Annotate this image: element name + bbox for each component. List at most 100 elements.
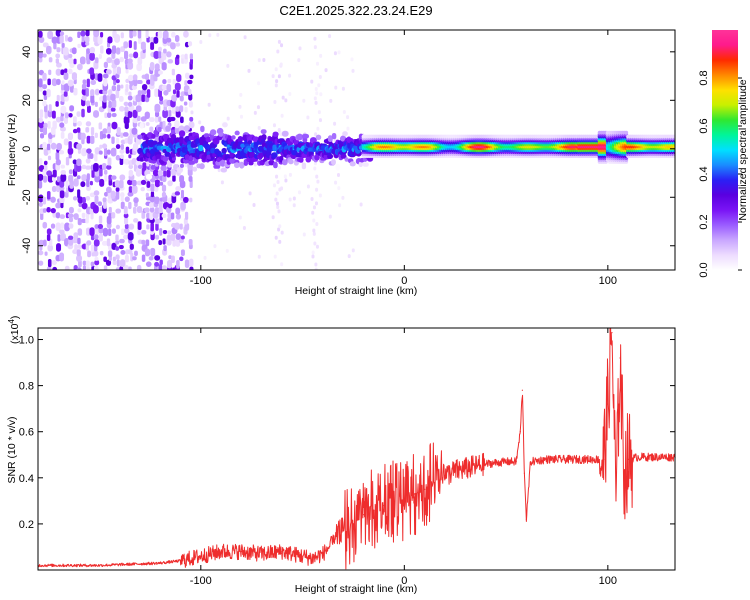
spectrogram-cell xyxy=(152,169,159,177)
spectrogram-cell xyxy=(120,143,124,150)
spectrogram-cell xyxy=(247,68,251,73)
spectrogram-cell xyxy=(189,58,194,65)
spectrogram-cell xyxy=(73,232,79,242)
spectrogram-cell xyxy=(59,252,65,262)
spectrogram-cell xyxy=(60,105,67,114)
spectrogram-cell xyxy=(144,111,150,120)
spectrogram-cell xyxy=(86,148,92,154)
spectrogram-cell xyxy=(297,58,301,63)
spectrogram-cell xyxy=(61,83,65,91)
spectrogram-cell xyxy=(46,45,52,55)
spectrogram-cell xyxy=(94,132,98,138)
spectrogram-cell xyxy=(97,35,103,45)
spectrogram-cell xyxy=(111,99,117,109)
spectrogram-cell xyxy=(298,156,304,163)
spectrogram-cell xyxy=(180,91,186,97)
spectrogram-cell xyxy=(315,174,319,179)
spectrogram-y-tick-label: 20 xyxy=(21,94,33,106)
spectrogram-cell xyxy=(38,173,44,181)
spectrogram-x-tick-label: 100 xyxy=(599,275,617,287)
spectrogram-x-tick-label: -100 xyxy=(190,275,212,287)
snr-data-point xyxy=(424,488,426,490)
spectrogram-cell xyxy=(81,95,87,101)
spectrogram-cell xyxy=(276,179,280,184)
spectrogram-cell xyxy=(199,39,203,44)
spectrogram-cell xyxy=(346,115,350,120)
spectrogram-cell xyxy=(104,175,108,182)
spectrogram-cell xyxy=(108,212,112,219)
spectrogram-cell xyxy=(77,244,83,249)
spectrogram-cell xyxy=(63,72,69,80)
spectrogram-cell xyxy=(248,191,252,196)
spectrogram-cell xyxy=(174,222,181,230)
chart-title: C2E1.2025.322.23.24.E29 xyxy=(279,3,432,18)
spectrogram-cell xyxy=(257,254,261,259)
spectrogram-cell xyxy=(284,98,288,103)
spectrogram-cell xyxy=(175,233,182,240)
spectrogram-cell xyxy=(116,84,121,92)
spectrogram-cell xyxy=(189,197,193,203)
spectrogram-cell xyxy=(314,262,318,267)
spectrogram-cell xyxy=(60,69,65,76)
spectrogram-cell xyxy=(277,227,281,232)
snr-data-point xyxy=(515,461,517,463)
spectrogram-cell xyxy=(154,88,159,98)
spectrogram-cell xyxy=(128,266,132,270)
spectrogram-cell xyxy=(174,191,181,196)
spectrogram-cell xyxy=(188,121,195,129)
spectrogram-cell xyxy=(55,100,59,107)
spectrogram-cell xyxy=(56,78,61,86)
spectrogram-cell xyxy=(280,230,284,235)
spectrogram-cell xyxy=(283,174,287,179)
spectrogram-cell xyxy=(38,202,43,207)
spectrogram-cell xyxy=(124,223,129,229)
spectrogram-cell xyxy=(67,79,74,87)
spectrogram-cell xyxy=(188,101,193,108)
spectrogram-cell xyxy=(249,151,255,159)
spectrogram-cell xyxy=(170,255,175,263)
spectrogram-cell xyxy=(85,121,92,127)
spectrogram-cell xyxy=(311,210,315,215)
spectrogram-cell xyxy=(131,185,138,194)
spectrogram-cell xyxy=(165,37,172,43)
spectrogram-cell xyxy=(100,45,104,54)
spectrogram-cell xyxy=(131,158,137,165)
spectrogram-cell xyxy=(170,168,177,176)
spectrogram-cell xyxy=(85,88,89,97)
spectrogram-cell xyxy=(103,191,109,197)
spectrogram-cell xyxy=(100,31,104,38)
colorbar-tick-label: 0.6 xyxy=(698,118,710,133)
spectrogram-cell xyxy=(170,233,176,241)
spectrogram-cell xyxy=(115,234,119,241)
spectrogram-cell xyxy=(98,122,103,130)
spectrogram-cell xyxy=(280,113,284,118)
spectrogram-cell xyxy=(301,162,307,170)
spectrogram-cell xyxy=(174,120,180,129)
spectrogram-cell xyxy=(103,73,109,79)
spectrogram-cell xyxy=(139,122,144,129)
spectrogram-cell xyxy=(51,36,58,44)
spectrogram-cell xyxy=(64,265,70,270)
spectrogram-cell xyxy=(60,232,67,242)
spectrogram-cell xyxy=(349,161,356,167)
spectrogram-cell xyxy=(94,256,99,261)
spectrogram-cell xyxy=(137,134,143,140)
colorbar-bar xyxy=(712,30,738,270)
spectrogram-cell xyxy=(154,261,160,267)
spectrogram-cell xyxy=(162,109,168,119)
spectrogram-cell xyxy=(115,155,121,161)
snr-data-point xyxy=(322,553,324,555)
spectrogram-cell xyxy=(314,201,318,206)
spectrogram-cell xyxy=(105,69,112,75)
spectrogram-cell xyxy=(140,41,146,51)
snr-data-point xyxy=(627,458,629,460)
spectrogram-cell xyxy=(288,73,292,78)
spectrogram-cell xyxy=(315,244,319,249)
spectrogram-cell xyxy=(39,133,45,139)
spectrogram-cell xyxy=(133,206,137,214)
spectrogram-cell xyxy=(166,137,173,144)
spectrogram-cell xyxy=(86,266,90,270)
spectrogram-cell xyxy=(115,246,120,251)
spectrogram-y-axis-label: Frequency (Hz) xyxy=(6,114,18,186)
spectrogram-cell xyxy=(76,175,81,180)
